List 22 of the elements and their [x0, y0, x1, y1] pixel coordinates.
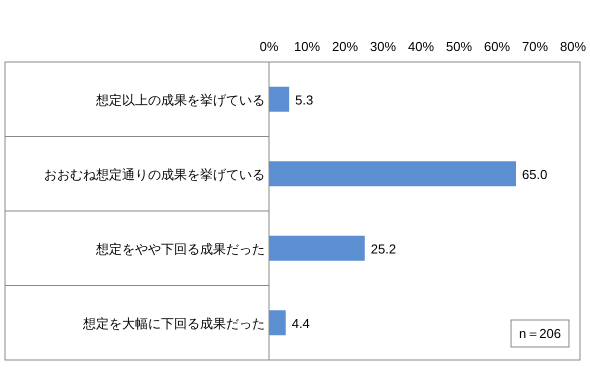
x-tick-label: 0%: [260, 39, 279, 54]
x-tick-label: 20%: [332, 39, 358, 54]
x-tick-label: 80%: [560, 39, 586, 54]
bar: [269, 236, 365, 261]
x-tick-label: 30%: [370, 39, 396, 54]
data-label: 4.4: [292, 316, 310, 331]
x-tick-label: 60%: [484, 39, 510, 54]
y-tick-label: 想定以上の成果を挙げている: [95, 92, 265, 108]
bar: [269, 310, 286, 336]
x-tick-label: 70%: [522, 39, 548, 54]
annotation: n＝206: [519, 326, 561, 341]
bar: [269, 86, 290, 112]
x-tick-label: 40%: [408, 39, 434, 54]
y-tick-label: 想定をやや下回る成果だった: [95, 241, 265, 256]
data-label: 65.0: [522, 166, 548, 182]
x-tick-label: 50%: [446, 39, 472, 54]
y-tick-label: おおむね想定通りの成果を挙げている: [44, 166, 265, 182]
bar: [269, 161, 516, 186]
data-label: 25.2: [370, 241, 396, 256]
y-tick-label: 想定を大幅に下回る成果だった: [82, 316, 265, 331]
x-tick-label: 10%: [294, 39, 320, 54]
data-label: 5.3: [295, 92, 314, 108]
